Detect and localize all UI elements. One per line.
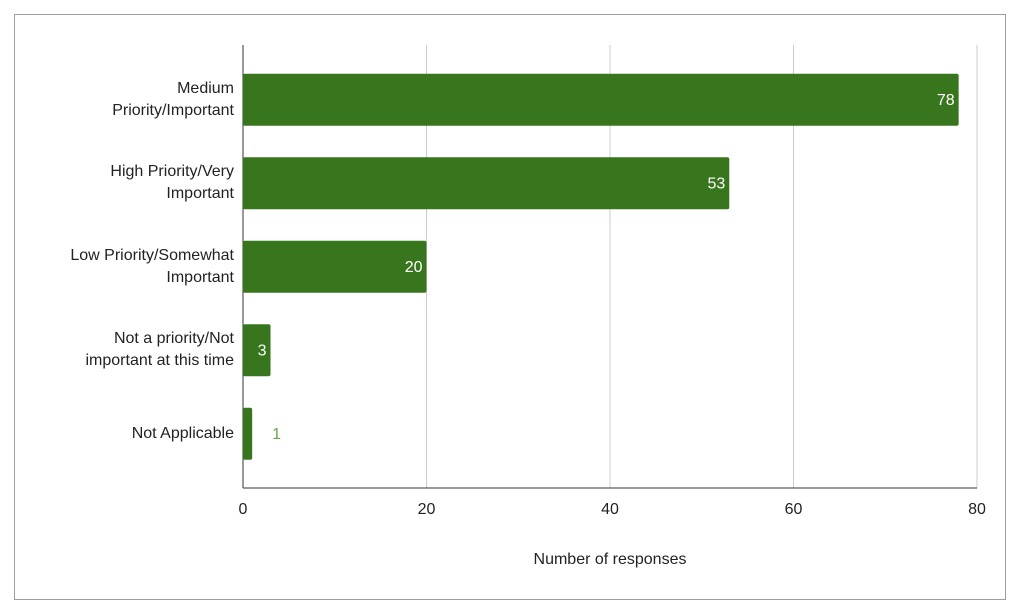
x-tick-label: 20 — [418, 501, 436, 518]
y-tick-label: High Priority/Very Important — [110, 163, 234, 203]
data-label: 3 — [258, 342, 267, 359]
y-tick-label: Medium Priority/Important — [112, 79, 234, 119]
x-tick-label: 80 — [968, 501, 986, 518]
x-tick-label: 0 — [239, 501, 248, 518]
bar — [243, 240, 427, 293]
bar — [243, 73, 959, 126]
bar — [243, 324, 271, 377]
x-tick-label: 40 — [601, 501, 619, 518]
data-label: 78 — [937, 92, 955, 109]
bar — [243, 157, 730, 210]
data-label: 53 — [707, 175, 725, 192]
y-tick-label: Not a priority/Not important at this tim… — [85, 330, 235, 370]
data-label: 1 — [272, 426, 281, 443]
data-label: 20 — [405, 259, 423, 276]
x-axis-title: Number of responses — [534, 551, 687, 568]
y-tick-label: Low Priority/Somewhat Important — [70, 246, 234, 286]
chart-frame — [14, 14, 1006, 600]
y-tick-label: Not Applicable — [131, 424, 234, 442]
bar — [243, 407, 253, 460]
x-tick-label: 60 — [785, 501, 803, 518]
